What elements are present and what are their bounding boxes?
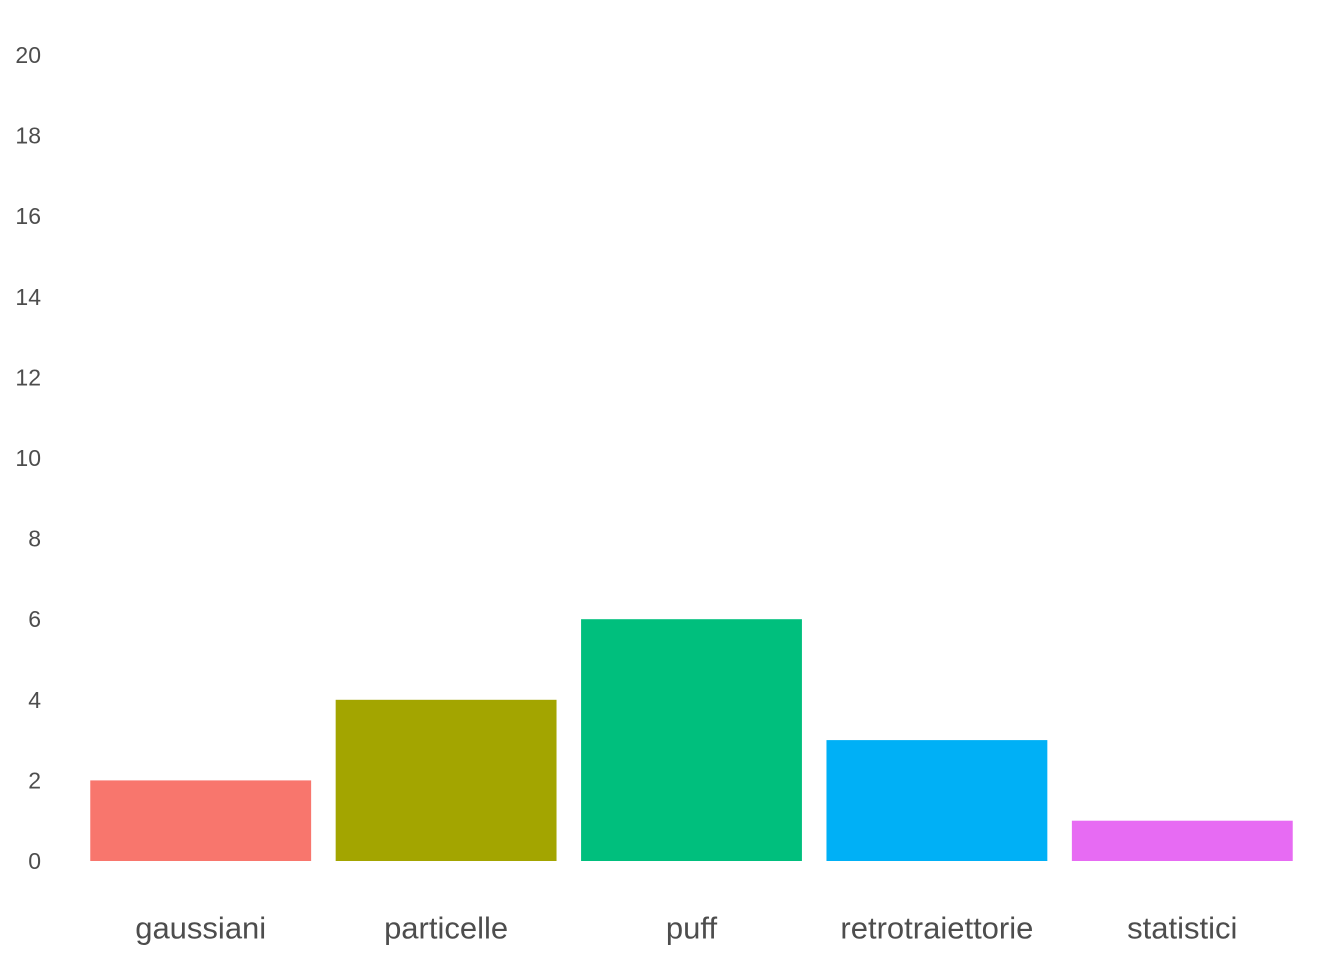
bar-statistici xyxy=(1071,820,1293,861)
x-tick-label-statistici: statistici xyxy=(1127,911,1237,946)
y-tick-label: 18 xyxy=(15,123,41,149)
bar-retrotraiettorie xyxy=(826,740,1048,861)
bar-particelle xyxy=(335,699,557,861)
y-tick-label: 8 xyxy=(28,526,41,552)
y-tick-label: 12 xyxy=(15,364,41,390)
y-tick-label: 20 xyxy=(15,42,41,68)
y-tick-label: 2 xyxy=(28,767,41,793)
bar-gaussiani xyxy=(90,780,312,861)
x-tick-label-gaussiani: gaussiani xyxy=(135,911,266,946)
x-axis-labels: gaussiani particelle puff retrotraiettorie s… xyxy=(135,911,1237,946)
y-tick-label: 16 xyxy=(15,203,41,229)
y-axis-ticks: 0 2 4 6 8 10 12 14 16 18 20 xyxy=(15,42,41,874)
y-tick-label: 4 xyxy=(28,687,41,713)
x-tick-label-particelle: particelle xyxy=(384,911,508,946)
x-tick-label-puff: puff xyxy=(666,911,718,946)
y-tick-label: 14 xyxy=(15,284,41,310)
bars xyxy=(90,619,1293,861)
x-tick-label-retrotraiettorie: retrotraiettorie xyxy=(840,911,1033,946)
y-tick-label: 10 xyxy=(15,445,41,471)
y-tick-label: 6 xyxy=(28,606,41,632)
y-tick-label: 0 xyxy=(28,848,41,874)
bar-puff xyxy=(581,619,802,861)
